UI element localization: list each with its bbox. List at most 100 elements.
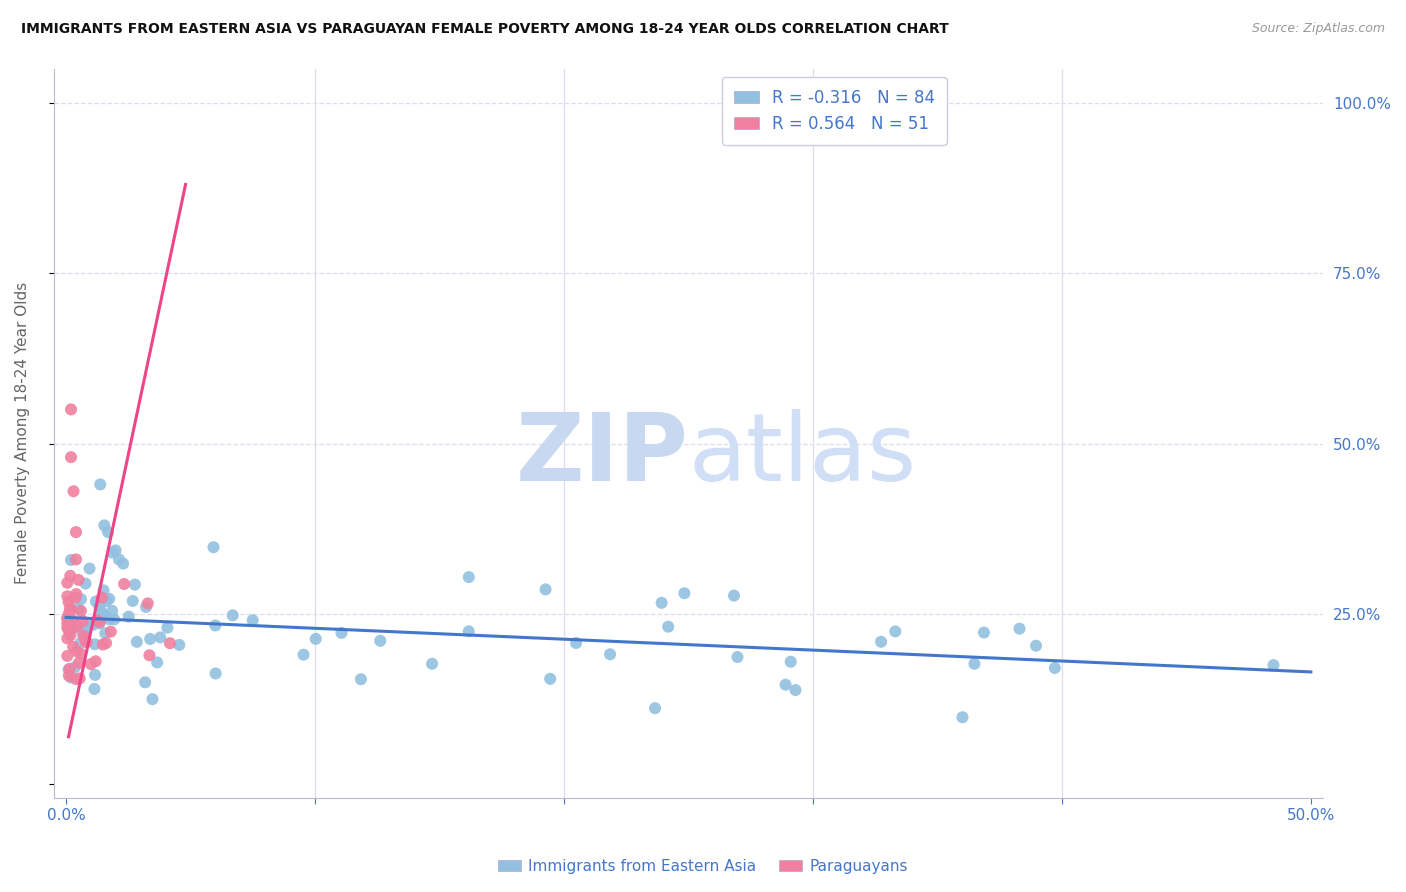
Point — [98, 591, 121, 606]
Point — [599, 648, 621, 662]
Point — [134, 675, 156, 690]
Point — [103, 612, 125, 626]
Point — [62, 622, 84, 636]
Point — [1263, 658, 1285, 673]
Point — [70, 592, 93, 607]
Point — [420, 657, 443, 671]
Point — [204, 666, 226, 681]
Point — [59, 628, 82, 642]
Point — [305, 632, 328, 646]
Text: IMMIGRANTS FROM EASTERN ASIA VS PARAGUAYAN FEMALE POVERTY AMONG 18-24 YEAR OLDS : IMMIGRANTS FROM EASTERN ASIA VS PARAGUAY… — [21, 22, 949, 37]
Point — [72, 629, 94, 643]
Legend: R = -0.316   N = 84, R = 0.564   N = 51: R = -0.316 N = 84, R = 0.564 N = 51 — [723, 77, 946, 145]
Point — [118, 609, 141, 624]
Point — [135, 599, 157, 614]
Point — [56, 616, 79, 631]
Point — [84, 654, 107, 668]
Point — [91, 638, 114, 652]
Point — [69, 672, 91, 686]
Point — [89, 615, 111, 629]
Text: atlas: atlas — [689, 409, 917, 501]
Point — [657, 620, 679, 634]
Point — [89, 599, 111, 613]
Point — [723, 589, 745, 603]
Point — [75, 576, 97, 591]
Point — [93, 518, 115, 533]
Point — [963, 657, 986, 671]
Point — [96, 594, 118, 608]
Point — [779, 655, 801, 669]
Point — [146, 656, 169, 670]
Point — [70, 647, 93, 661]
Point — [101, 546, 124, 560]
Y-axis label: Female Poverty Among 18-24 Year Olds: Female Poverty Among 18-24 Year Olds — [15, 282, 30, 584]
Point — [149, 631, 172, 645]
Point — [56, 648, 79, 663]
Point — [60, 450, 83, 465]
Point — [62, 640, 84, 654]
Point — [884, 624, 907, 639]
Point — [644, 701, 666, 715]
Point — [870, 634, 893, 648]
Point — [90, 604, 112, 618]
Point — [350, 672, 373, 686]
Point — [76, 619, 98, 633]
Point — [59, 602, 82, 616]
Point — [84, 668, 107, 682]
Point — [204, 618, 226, 632]
Point — [89, 477, 111, 491]
Point — [651, 596, 673, 610]
Point — [58, 663, 80, 677]
Point — [242, 613, 264, 627]
Point — [101, 604, 124, 618]
Point — [125, 635, 148, 649]
Point — [457, 570, 479, 584]
Point — [159, 636, 181, 650]
Point — [775, 678, 797, 692]
Point — [59, 670, 82, 684]
Point — [80, 657, 103, 671]
Point — [1043, 661, 1066, 675]
Point — [59, 568, 82, 582]
Point — [108, 552, 131, 566]
Point — [60, 613, 83, 627]
Point — [725, 650, 748, 665]
Point — [112, 557, 135, 571]
Point — [59, 619, 82, 633]
Point — [457, 624, 479, 639]
Point — [104, 543, 127, 558]
Point — [952, 710, 974, 724]
Point — [62, 484, 84, 499]
Point — [59, 553, 82, 567]
Text: ZIP: ZIP — [516, 409, 689, 501]
Point — [93, 607, 115, 622]
Point — [56, 611, 79, 625]
Point — [368, 633, 391, 648]
Point — [75, 634, 97, 648]
Point — [67, 573, 90, 587]
Point — [292, 648, 315, 662]
Point — [65, 552, 87, 566]
Point — [82, 617, 104, 632]
Point — [139, 632, 162, 646]
Point — [330, 625, 353, 640]
Point — [58, 624, 80, 638]
Point — [58, 607, 80, 621]
Point — [76, 635, 98, 649]
Point — [56, 575, 79, 590]
Point — [63, 660, 86, 674]
Point — [141, 692, 163, 706]
Point — [65, 672, 87, 686]
Point — [75, 623, 97, 637]
Point — [79, 561, 101, 575]
Point — [565, 636, 588, 650]
Point — [69, 636, 91, 650]
Point — [65, 587, 87, 601]
Point — [221, 608, 243, 623]
Point — [138, 648, 160, 663]
Point — [202, 540, 225, 554]
Point — [84, 594, 107, 608]
Point — [56, 632, 79, 646]
Point — [67, 601, 90, 615]
Point — [72, 624, 94, 639]
